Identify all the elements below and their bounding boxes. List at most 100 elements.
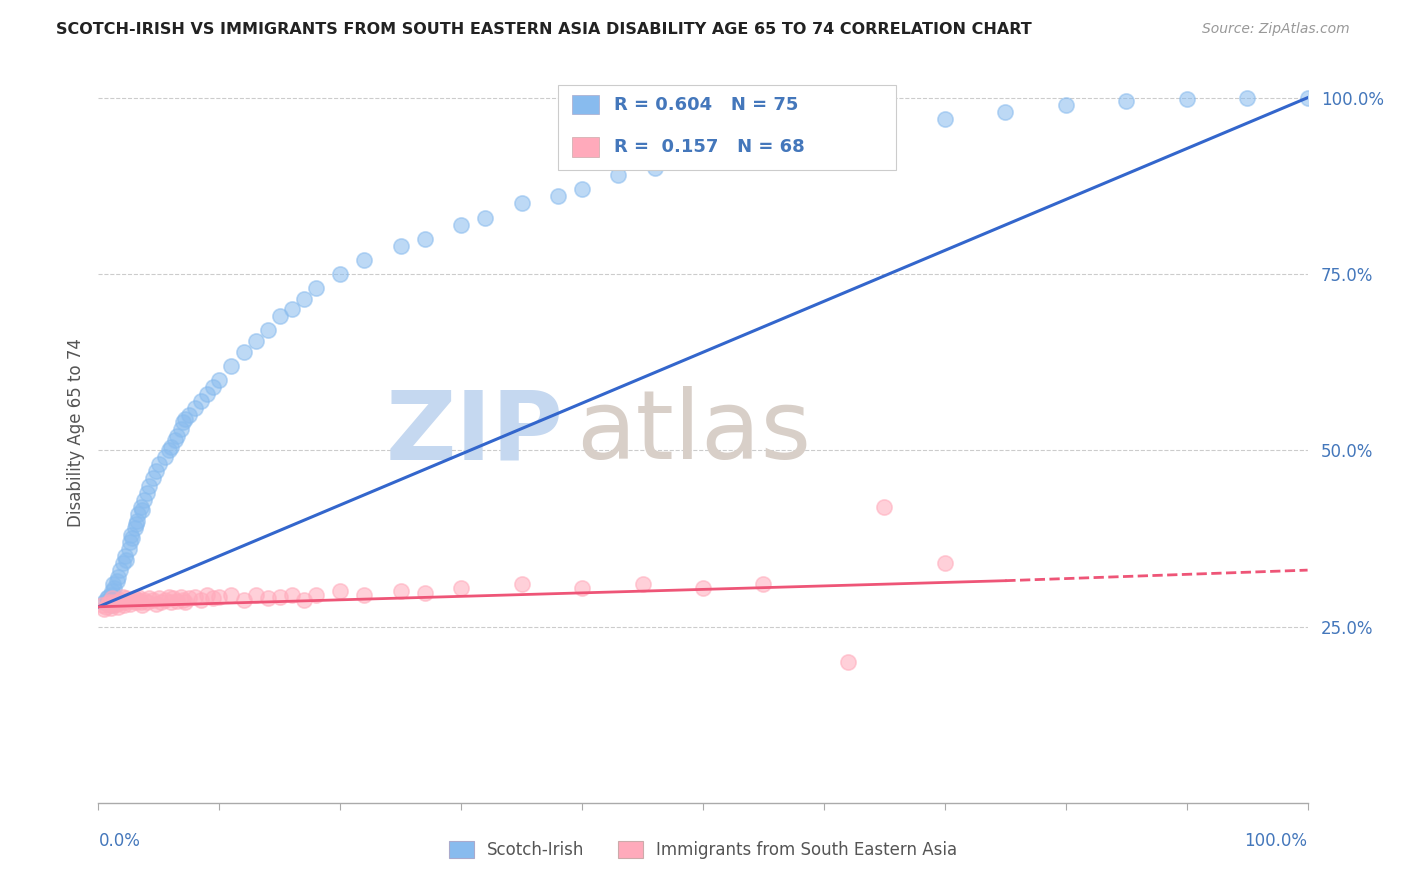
Point: [160, 440, 183, 454]
Point: [129, 500, 152, 514]
Point: [232, 344, 254, 359]
Point: [108, 595, 131, 609]
Point: [281, 588, 304, 602]
Text: 100.0%: 100.0%: [1244, 832, 1308, 850]
Point: [127, 507, 149, 521]
Point: [174, 411, 197, 425]
Point: [103, 595, 125, 609]
Point: [305, 588, 328, 602]
Point: [101, 599, 124, 613]
Point: [510, 577, 533, 591]
Point: [127, 590, 149, 604]
Point: [571, 182, 593, 196]
Point: [1115, 94, 1137, 108]
Point: [752, 133, 775, 147]
Point: [994, 104, 1017, 119]
Point: [692, 581, 714, 595]
Point: [389, 584, 412, 599]
Point: [134, 592, 156, 607]
Text: 0.0%: 0.0%: [98, 832, 141, 850]
FancyBboxPatch shape: [572, 95, 599, 114]
Point: [153, 592, 176, 607]
Point: [114, 549, 136, 563]
Text: ZIP: ZIP: [387, 386, 564, 479]
Text: Source: ZipAtlas.com: Source: ZipAtlas.com: [1202, 22, 1350, 37]
Point: [232, 592, 254, 607]
Point: [329, 267, 352, 281]
Point: [131, 503, 153, 517]
Point: [813, 126, 835, 140]
Point: [547, 189, 569, 203]
Point: [100, 591, 122, 606]
Point: [134, 492, 156, 507]
Point: [150, 595, 173, 609]
Point: [292, 592, 315, 607]
Point: [1236, 91, 1258, 105]
Point: [100, 588, 122, 602]
Point: [450, 218, 472, 232]
Point: [115, 591, 138, 606]
Point: [94, 599, 117, 614]
Text: R = 0.604   N = 75: R = 0.604 N = 75: [613, 95, 797, 113]
Point: [157, 443, 180, 458]
Point: [105, 597, 128, 611]
Point: [837, 655, 859, 669]
Point: [389, 239, 412, 253]
Point: [202, 591, 225, 606]
Point: [166, 594, 188, 608]
Point: [184, 401, 207, 415]
Point: [752, 577, 775, 591]
Point: [118, 535, 141, 549]
Point: [245, 588, 267, 602]
Point: [510, 196, 533, 211]
Point: [124, 591, 146, 606]
Point: [281, 302, 304, 317]
Point: [148, 591, 170, 606]
Point: [934, 112, 956, 126]
Point: [118, 592, 141, 607]
Point: [172, 415, 194, 429]
Point: [934, 556, 956, 570]
Point: [111, 556, 134, 570]
Point: [114, 595, 136, 609]
Point: [121, 532, 143, 546]
FancyBboxPatch shape: [558, 85, 897, 169]
Point: [221, 359, 243, 373]
Point: [184, 590, 207, 604]
Point: [103, 581, 125, 595]
Point: [202, 380, 225, 394]
Point: [195, 588, 218, 602]
Point: [107, 570, 129, 584]
Point: [121, 594, 143, 608]
Point: [413, 232, 436, 246]
Point: [129, 595, 152, 609]
Point: [190, 393, 212, 408]
Point: [169, 590, 191, 604]
Point: [413, 585, 436, 599]
Point: [1054, 97, 1077, 112]
Point: [127, 514, 149, 528]
Point: [125, 595, 148, 609]
Point: [179, 408, 201, 422]
Point: [269, 310, 291, 324]
Point: [96, 591, 118, 606]
Point: [245, 334, 267, 348]
Text: SCOTCH-IRISH VS IMMIGRANTS FROM SOUTH EASTERN ASIA DISABILITY AGE 65 TO 74 CORRE: SCOTCH-IRISH VS IMMIGRANTS FROM SOUTH EA…: [56, 22, 1032, 37]
Point: [101, 577, 124, 591]
Point: [157, 590, 180, 604]
Point: [111, 590, 134, 604]
Text: atlas: atlas: [576, 386, 811, 479]
Point: [292, 292, 315, 306]
Point: [190, 592, 212, 607]
Point: [256, 323, 278, 337]
Point: [148, 458, 170, 472]
Point: [138, 591, 160, 606]
Point: [127, 592, 149, 607]
Point: [208, 373, 231, 387]
Point: [100, 601, 122, 615]
Point: [353, 588, 375, 602]
Point: [153, 450, 176, 465]
Point: [135, 595, 157, 609]
Point: [142, 471, 165, 485]
Point: [256, 591, 278, 606]
